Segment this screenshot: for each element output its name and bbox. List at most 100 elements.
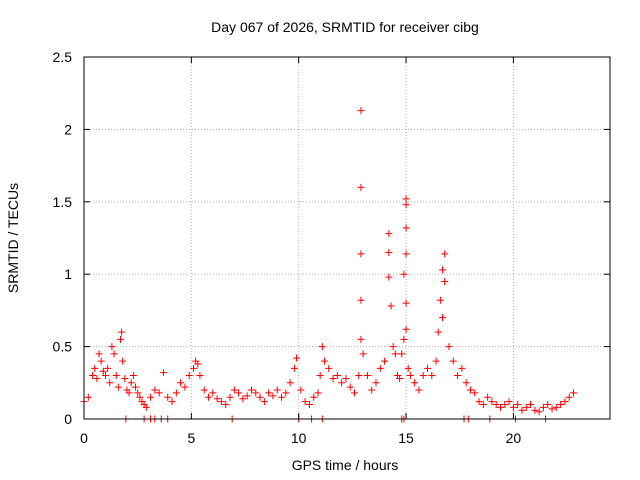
data-point	[290, 364, 298, 372]
data-point	[357, 296, 365, 304]
data-point	[314, 389, 322, 397]
data-point	[449, 357, 457, 365]
data-point	[346, 383, 354, 391]
data-point	[282, 389, 290, 397]
data-point	[387, 302, 395, 310]
data-point	[91, 364, 99, 372]
data-point	[439, 266, 447, 274]
data-point	[342, 374, 350, 382]
data-point	[89, 372, 97, 380]
data-point	[172, 389, 180, 397]
data-point	[391, 350, 399, 358]
data-point	[252, 389, 260, 397]
data-point	[278, 393, 286, 401]
data-point	[376, 364, 384, 372]
data-point	[351, 389, 359, 397]
x-tick-label: 15	[398, 430, 414, 446]
data-point	[385, 273, 393, 281]
data-point	[108, 343, 116, 351]
data-point	[509, 403, 517, 411]
data-point	[325, 364, 333, 372]
data-point	[329, 374, 337, 382]
data-point	[297, 386, 305, 394]
data-point	[320, 357, 328, 365]
data-point	[527, 401, 535, 409]
data-point	[185, 372, 193, 380]
data-point	[404, 364, 412, 372]
data-point	[333, 372, 341, 380]
data-point	[151, 386, 159, 394]
data-point	[247, 386, 255, 394]
data-point	[396, 374, 404, 382]
data-point	[243, 392, 251, 400]
data-point	[398, 350, 406, 358]
data-point	[194, 360, 202, 368]
data-point	[432, 357, 440, 365]
data-point	[454, 372, 462, 380]
data-point	[411, 379, 419, 387]
data-point	[471, 389, 479, 397]
data-point	[402, 201, 410, 209]
data-point	[436, 296, 444, 304]
data-point	[434, 328, 442, 336]
data-point	[497, 403, 505, 411]
data-point	[256, 393, 264, 401]
data-point	[535, 408, 543, 416]
data-point	[381, 357, 389, 365]
y-axis-label: SRMTID / TECUs	[5, 183, 21, 293]
data-point	[466, 386, 474, 394]
data-point	[479, 401, 487, 409]
data-point	[368, 386, 376, 394]
data-point	[419, 372, 427, 380]
data-point	[230, 386, 238, 394]
data-point	[531, 406, 539, 414]
data-point	[402, 325, 410, 333]
data-point	[402, 250, 410, 258]
data-point	[441, 250, 449, 258]
data-point	[189, 364, 197, 372]
data-point	[400, 335, 408, 343]
data-point	[118, 328, 126, 336]
data-point	[112, 372, 120, 380]
data-point	[273, 386, 281, 394]
data-point	[357, 335, 365, 343]
data-point	[164, 393, 172, 401]
data-point	[301, 398, 309, 406]
data-point	[168, 398, 176, 406]
data-point	[424, 364, 432, 372]
data-point	[552, 403, 560, 411]
data-point	[406, 372, 414, 380]
data-point	[357, 107, 365, 115]
data-point	[400, 270, 408, 278]
data-point	[260, 398, 268, 406]
data-point	[385, 248, 393, 256]
data-point	[205, 393, 213, 401]
data-point	[209, 389, 217, 397]
data-point	[415, 386, 423, 394]
data-point	[310, 393, 318, 401]
data-point	[565, 393, 573, 401]
data-point	[462, 379, 470, 387]
grid-lines	[84, 57, 610, 419]
data-point	[357, 183, 365, 191]
data-point	[217, 398, 225, 406]
data-point	[439, 314, 447, 322]
x-tick-label: 10	[291, 430, 307, 446]
data-point	[357, 250, 365, 258]
data-point	[147, 393, 155, 401]
data-point	[177, 379, 185, 387]
data-point	[548, 405, 556, 413]
data-point	[84, 393, 92, 401]
data-point	[514, 401, 522, 409]
x-axis-label: GPS time / hours	[292, 457, 399, 473]
data-point	[355, 372, 363, 380]
data-points	[80, 107, 578, 423]
data-point	[286, 379, 294, 387]
data-point	[104, 364, 112, 372]
data-point	[293, 354, 301, 362]
y-tick-label: 1.5	[53, 194, 73, 210]
y-tick-label: 0	[64, 411, 72, 427]
data-point	[235, 389, 243, 397]
data-point	[134, 389, 142, 397]
